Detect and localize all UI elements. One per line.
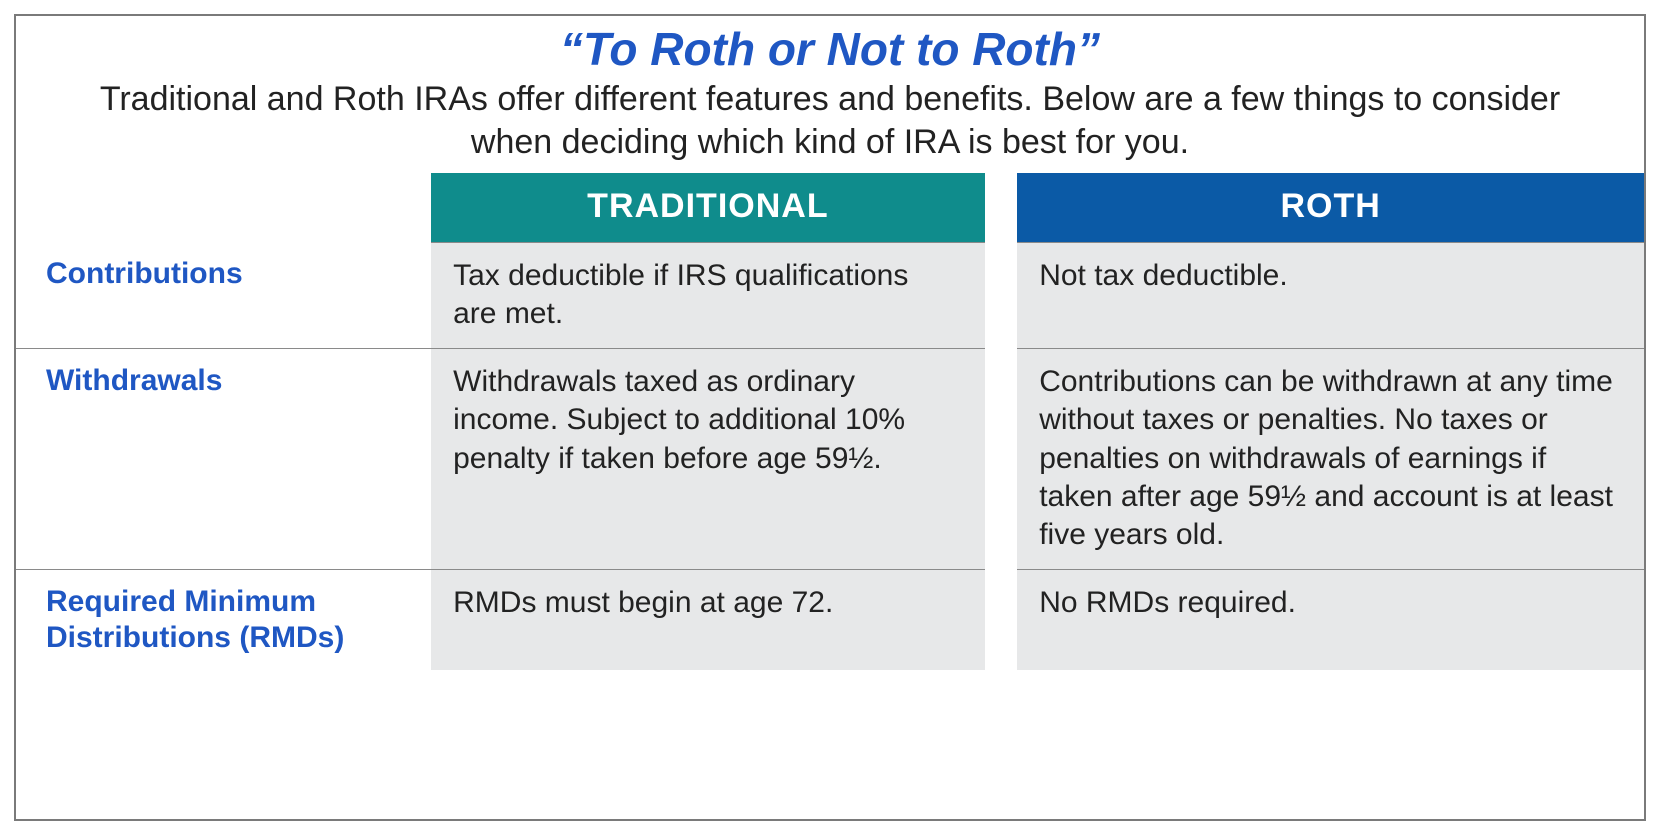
row-label-withdrawals: Withdrawals [16,348,431,569]
header: “To Roth or Not to Roth” Traditional and… [16,16,1644,173]
comparison-table: TRADITIONAL ROTH Contributions Tax deduc… [16,173,1644,670]
cell-roth: No RMDs required. [1017,569,1644,670]
column-gap [985,242,1018,348]
row-label-contributions: Contributions [16,242,431,348]
table-header-blank [16,173,431,242]
column-header-traditional: TRADITIONAL [431,173,985,242]
column-header-roth: ROTH [1017,173,1644,242]
cell-roth: Contributions can be withdrawn at any ti… [1017,348,1644,569]
cell-traditional: RMDs must begin at age 72. [431,569,985,670]
row-label-rmds: Required Minimum Distributions (RMDs) [16,569,431,670]
comparison-frame: “To Roth or Not to Roth” Traditional and… [14,14,1646,821]
column-gap [985,173,1018,242]
table-row: Required Minimum Distributions (RMDs) RM… [16,569,1644,670]
page-subtitle: Traditional and Roth IRAs offer differen… [56,78,1604,163]
column-gap [985,569,1018,670]
column-gap [985,348,1018,569]
cell-roth: Not tax deductible. [1017,242,1644,348]
cell-traditional: Withdrawals taxed as ordinary income. Su… [431,348,985,569]
table-row: Withdrawals Withdrawals taxed as ordinar… [16,348,1644,569]
page-title: “To Roth or Not to Roth” [56,22,1604,76]
cell-traditional: Tax deductible if IRS qualifications are… [431,242,985,348]
table-row: Contributions Tax deductible if IRS qual… [16,242,1644,348]
table-header-row: TRADITIONAL ROTH [16,173,1644,242]
